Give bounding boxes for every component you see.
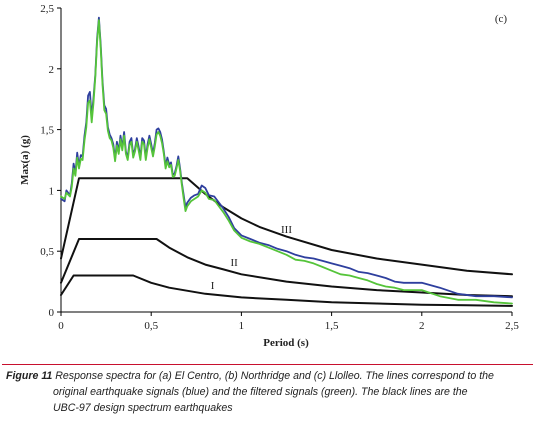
y-axis-label: Max(a) (g) xyxy=(19,135,31,185)
x-tick-label: 2,5 xyxy=(505,320,519,332)
caption-line-3: UBC-97 design spectrum earthquakes xyxy=(53,402,233,414)
x-tick-label: 0,5 xyxy=(144,320,158,332)
caption-divider xyxy=(2,364,533,365)
x-tick-label: 0 xyxy=(58,320,64,332)
x-tick-label: 2 xyxy=(419,320,425,332)
x-tick-label: 1,5 xyxy=(325,320,339,332)
caption-text-1: Response spectra for (a) El Centro, (b) … xyxy=(52,370,494,382)
figure-caption: Figure 11 Response spectra for (a) El Ce… xyxy=(6,368,531,416)
y-tick-label: 1 xyxy=(49,185,55,197)
caption-line-2: original earthquake signals (blue) and t… xyxy=(53,386,468,398)
panel-label: (c) xyxy=(495,13,508,25)
x-axis-label: Period (s) xyxy=(263,337,309,349)
green-filtered-signal-line xyxy=(60,19,513,305)
y-tick-label: 0,5 xyxy=(40,246,54,258)
y-tick-label: 2,5 xyxy=(40,3,54,15)
design-spectrum-II-line xyxy=(60,238,513,298)
design-spectrum-I-line xyxy=(60,274,513,307)
curve-label-I: I xyxy=(211,280,215,292)
caption-line-1: Figure 11 Response spectra for (a) El Ce… xyxy=(6,368,531,384)
x-tick-label: 1 xyxy=(239,320,245,332)
curve-label-III: III xyxy=(281,224,292,236)
figure-label: Figure 11 xyxy=(6,370,53,382)
y-tick-label: 0 xyxy=(49,307,55,319)
y-tick-label: 2 xyxy=(49,64,55,76)
y-tick-label: 1,5 xyxy=(40,125,54,137)
curve-label-II: II xyxy=(231,257,239,269)
